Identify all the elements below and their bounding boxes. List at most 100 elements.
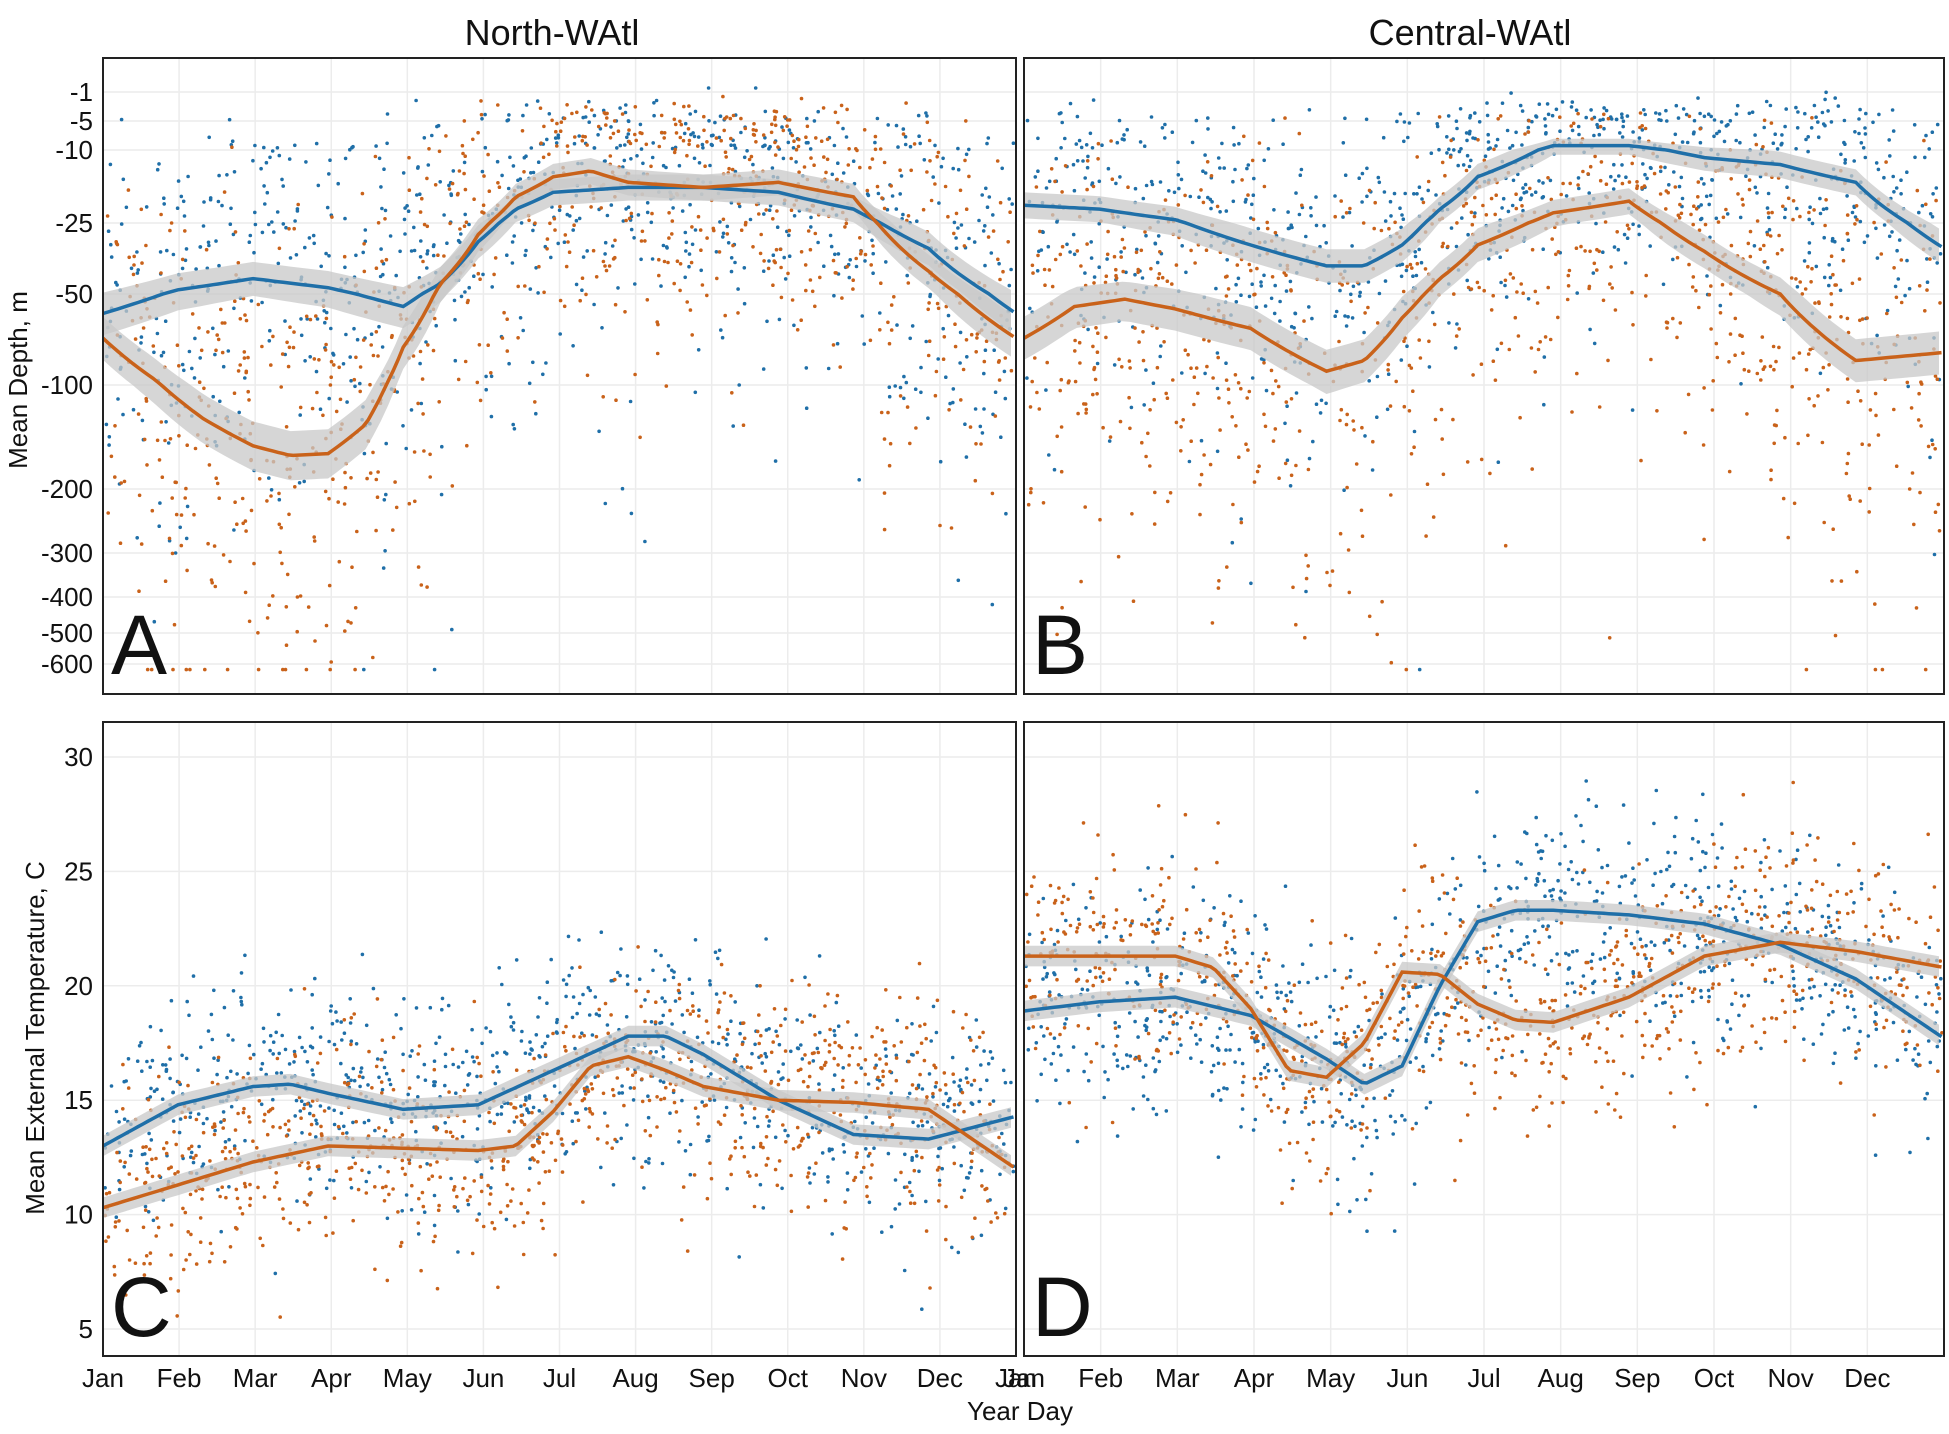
scatter-point [1711, 379, 1715, 383]
scatter-point [1494, 144, 1498, 148]
scatter-point [611, 1183, 616, 1187]
scatter-point [773, 1135, 778, 1140]
scatter-point [658, 1079, 663, 1083]
scatter-point [114, 241, 119, 246]
scatter-point [1412, 445, 1416, 450]
scatter-point [716, 1120, 721, 1124]
scatter-point [1622, 232, 1627, 237]
scatter-point [1576, 176, 1581, 180]
scatter-point [911, 1053, 915, 1057]
panel-border [102, 57, 1017, 695]
scatter-point [293, 143, 297, 148]
scatter-point [523, 1051, 528, 1055]
scatter-point [699, 248, 703, 252]
scatter-point [1526, 297, 1531, 301]
scatter-point [327, 1039, 331, 1044]
scatter-point [870, 1034, 874, 1039]
scatter-point [1044, 388, 1048, 392]
scatter-point [1566, 273, 1571, 278]
scatter-point [1203, 153, 1207, 157]
scatter-point [733, 260, 737, 265]
scatter-point [228, 559, 232, 564]
scatter-point [1117, 357, 1121, 362]
scatter-point [944, 1091, 948, 1096]
scatter-point [298, 413, 303, 417]
scatter-point [956, 226, 960, 230]
scatter-point [1635, 180, 1639, 184]
scatter-point [414, 98, 418, 103]
scatter-point [413, 499, 417, 504]
scatter-point [655, 351, 660, 356]
scatter-point [1795, 285, 1800, 289]
scatter-point [633, 1070, 638, 1075]
scatter-point [1708, 193, 1713, 198]
scatter-point [1387, 226, 1391, 231]
scatter-point [438, 180, 443, 184]
scatter-point [124, 1079, 128, 1083]
scatter-point [410, 1049, 414, 1053]
scatter-point [554, 129, 558, 134]
scatter-point [761, 367, 766, 371]
scatter-point [1449, 138, 1453, 143]
scatter-point [657, 273, 661, 278]
scatter-point [807, 1166, 812, 1170]
scatter-point [703, 164, 707, 168]
scatter-point [934, 369, 939, 374]
scatter-point [690, 991, 695, 995]
scatter-point [145, 667, 150, 672]
scatter-point [287, 345, 292, 350]
scatter-point [1255, 469, 1260, 474]
scatter-point [1625, 223, 1630, 228]
scatter-point [1542, 402, 1546, 407]
scatter-point [339, 1020, 344, 1024]
scatter-point [1699, 176, 1704, 181]
scatter-point [1389, 660, 1394, 665]
scatter-point [366, 1118, 371, 1123]
scatter-point [1729, 177, 1733, 181]
scatter-point [592, 113, 597, 118]
scatter-point [725, 1043, 729, 1047]
scatter-point [1350, 316, 1355, 320]
scatter-point [1768, 234, 1773, 238]
scatter-point [1514, 130, 1518, 135]
scatter-point [557, 208, 562, 212]
scatter-point [1435, 124, 1440, 129]
scatter-point [379, 247, 383, 251]
scatter-point [149, 1086, 153, 1091]
scatter-point [1011, 1169, 1016, 1174]
scatter-point [1060, 190, 1064, 194]
scatter-point [323, 1215, 328, 1220]
scatter-point [155, 331, 160, 336]
scatter-point [688, 112, 692, 116]
scatter-point [411, 354, 416, 358]
scatter-point [1118, 419, 1123, 424]
scatter-point [980, 193, 984, 197]
scatter-point [242, 356, 247, 360]
scatter-point [1144, 183, 1149, 188]
scatter-point [139, 207, 144, 212]
scatter-point [439, 492, 444, 497]
scatter-point [1615, 230, 1619, 234]
scatter-point [279, 525, 284, 530]
scatter-point [931, 1004, 936, 1009]
scatter-point [1523, 132, 1527, 136]
scatter-point [983, 224, 987, 228]
scatter-point [678, 135, 683, 140]
scatter-point [1821, 207, 1826, 211]
scatter-point [1568, 181, 1572, 186]
scatter-point [682, 104, 686, 109]
scatter-point [432, 316, 437, 321]
scatter-point [822, 155, 826, 159]
scatter-point [726, 1032, 730, 1036]
scatter-point [613, 238, 617, 243]
scatter-point [287, 512, 291, 517]
scatter-point [926, 307, 930, 312]
scatter-point [843, 1200, 847, 1204]
scatter-point [407, 501, 412, 506]
scatter-point [1416, 111, 1420, 116]
scatter-point [799, 1043, 803, 1047]
scatter-point [1168, 491, 1173, 495]
scatter-point [1579, 244, 1583, 249]
scatter-point [1858, 499, 1862, 503]
scatter-point [1253, 292, 1257, 297]
